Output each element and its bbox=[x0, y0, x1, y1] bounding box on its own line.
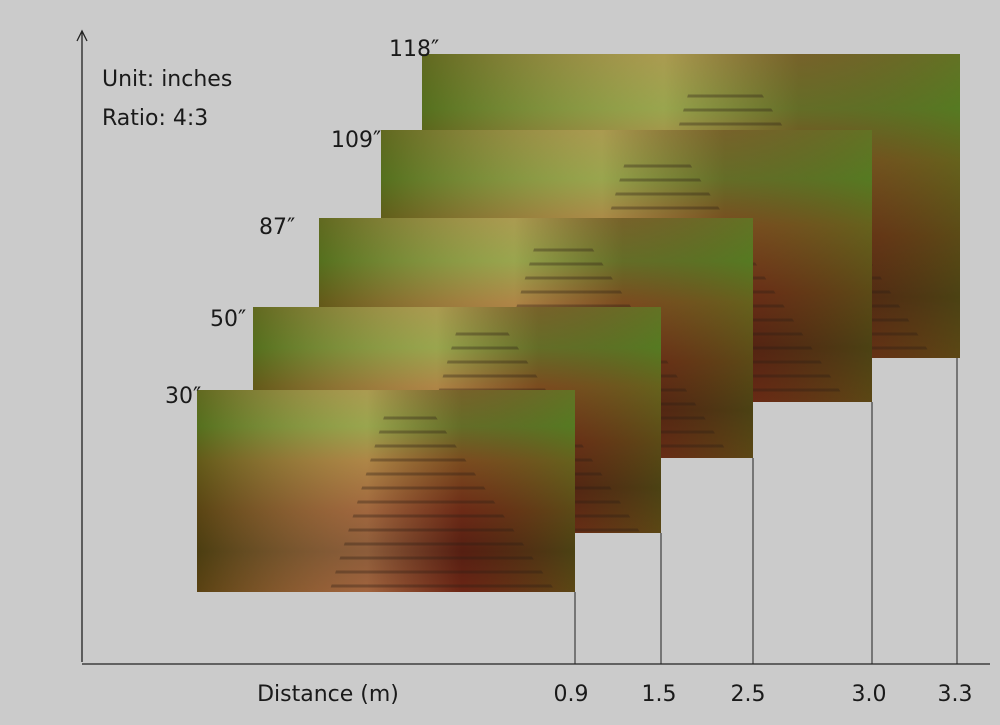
x-axis-title: Distance (m) bbox=[257, 682, 399, 707]
unit-label: Unit: inches bbox=[102, 67, 232, 92]
distance-label: 3.0 bbox=[852, 682, 887, 707]
screen-size-label: 109″ bbox=[331, 128, 381, 153]
screen-size-label: 118″ bbox=[389, 37, 439, 62]
distance-label: 1.5 bbox=[642, 682, 677, 707]
distance-label: 2.5 bbox=[731, 682, 766, 707]
ratio-label: Ratio: 4:3 bbox=[102, 106, 208, 131]
screen-size-label: 87″ bbox=[259, 215, 295, 240]
distance-label: 0.9 bbox=[554, 682, 589, 707]
screens: 0.9 1.5 2.5 3.0 3.3 118″ 109″ 87″ 50″ 30″ bbox=[165, 37, 973, 707]
screen-stairs bbox=[329, 410, 557, 592]
screen-size-label: 30″ bbox=[165, 384, 201, 409]
y-axis-arrow bbox=[76, 29, 88, 42]
distance-label: 3.3 bbox=[938, 682, 973, 707]
screen-size-label: 50″ bbox=[210, 307, 246, 332]
screen: 30″ bbox=[165, 384, 575, 592]
